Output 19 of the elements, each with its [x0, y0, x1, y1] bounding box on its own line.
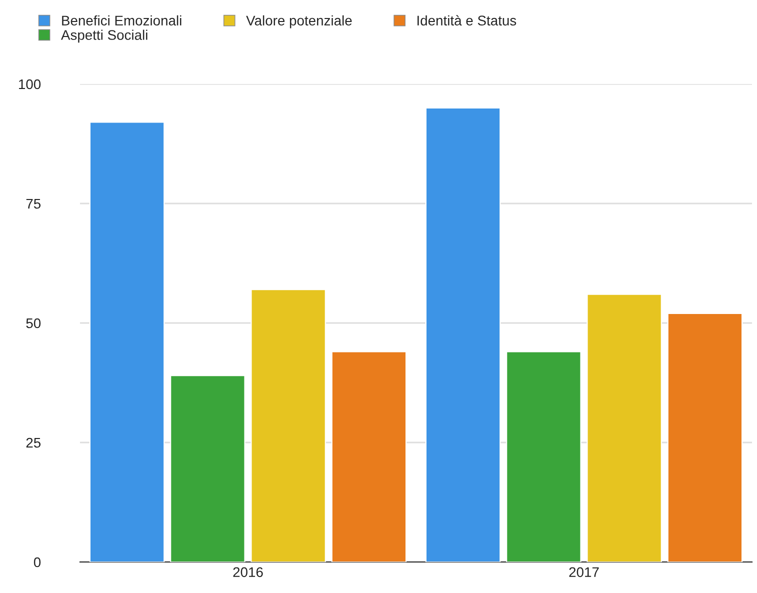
- bar: [89, 122, 165, 562]
- bar: [170, 375, 246, 562]
- bar: [667, 312, 743, 562]
- bar: [331, 351, 407, 562]
- x-tick-label: 2017: [569, 567, 599, 578]
- y-tick-label: 50: [26, 318, 41, 328]
- legend-label: Benefici Emozionali: [62, 15, 182, 26]
- legend-label: Aspetti Sociali: [60, 30, 148, 43]
- y-tick-label: 100: [19, 79, 41, 90]
- bar: [250, 288, 326, 562]
- bar: [425, 107, 501, 562]
- y-tick-label: 75: [26, 198, 41, 209]
- legend-label: Identità e Status: [418, 15, 516, 26]
- bar: [506, 351, 582, 562]
- y-tick-label: 25: [26, 438, 41, 448]
- legend-label: Valore potenziale: [246, 15, 352, 28]
- bar: [586, 294, 662, 562]
- x-tick-label: 2016: [233, 567, 263, 578]
- y-tick-label: 0: [34, 557, 41, 568]
